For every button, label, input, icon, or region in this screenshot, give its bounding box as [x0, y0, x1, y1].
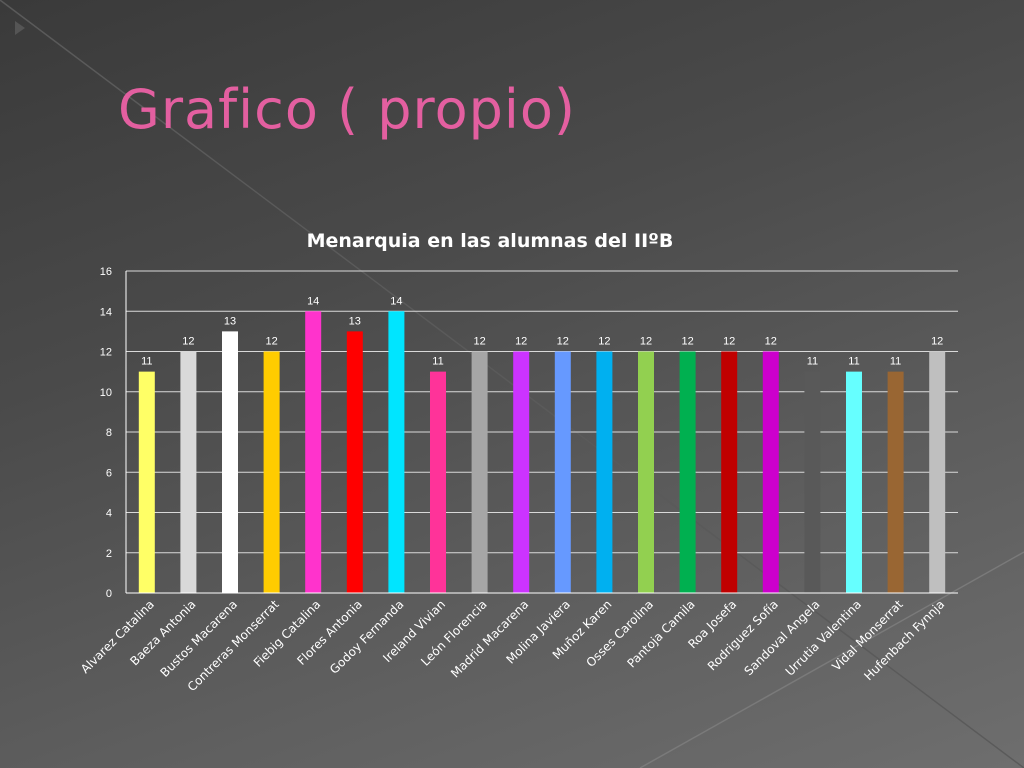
x-tick-label: Hufenbach Fynnja	[861, 597, 947, 683]
bar	[929, 351, 946, 593]
data-label: 11	[141, 356, 152, 368]
bar	[138, 371, 155, 593]
data-labels: 11 12 13 12 14 13 14 11 12 12 12 12 12 12 12 12 11 11 11 12	[141, 295, 943, 367]
x-tick-label: Rodriguez Sofía	[705, 597, 781, 673]
bar	[762, 351, 779, 593]
x-tick-label: Vidal Monserrat	[829, 597, 906, 674]
bar	[471, 351, 488, 593]
bar	[346, 331, 363, 593]
data-label: 11	[432, 356, 443, 368]
bar	[513, 351, 530, 593]
data-label: 12	[765, 336, 777, 348]
bar	[180, 351, 197, 593]
bar	[388, 311, 405, 593]
data-label: 11	[890, 356, 901, 368]
bar	[887, 371, 904, 593]
y-tick-label: 2	[106, 548, 112, 560]
x-tick-label: Madrid Macarena	[448, 597, 531, 680]
x-tick-label: Urrutia Valentina	[783, 597, 864, 678]
y-tick-label: 4	[106, 508, 112, 520]
bar	[846, 371, 862, 593]
data-label: 13	[224, 315, 236, 327]
slide-title: Grafico ( propio)	[118, 78, 576, 141]
data-label: 12	[265, 336, 277, 348]
bar	[222, 331, 238, 593]
y-tick-label: 16	[100, 266, 112, 278]
diagonal-line-2	[639, 551, 1024, 768]
data-label: 12	[473, 336, 485, 348]
y-tick-label: 0	[106, 588, 112, 600]
data-label: 12	[598, 336, 610, 348]
y-tick-label: 12	[100, 347, 112, 359]
data-label: 12	[723, 336, 735, 348]
data-label: 12	[182, 336, 194, 348]
y-tick-label: 10	[100, 387, 112, 399]
bars	[138, 311, 946, 593]
x-tick-label: Bustos Macarena	[157, 597, 240, 680]
bar	[804, 371, 821, 593]
data-label: 11	[848, 356, 859, 368]
data-label: 12	[681, 336, 693, 348]
bar	[554, 351, 571, 593]
x-tick-label: Sandoval Angela	[741, 597, 822, 678]
chart-title: Menarquia en las alumnas del IIºB	[307, 230, 674, 252]
bar	[305, 311, 322, 593]
data-label: 14	[307, 295, 319, 307]
bar	[721, 351, 738, 593]
bar	[638, 351, 654, 593]
x-tick-label: Alvarez Catalina	[78, 597, 157, 676]
y-tick-label: 8	[106, 427, 112, 439]
gridlines	[126, 270, 958, 594]
x-tick-label: Godoy Fernanda	[327, 597, 406, 676]
data-label: 13	[349, 315, 361, 327]
bar	[263, 351, 280, 593]
data-label: 12	[557, 336, 569, 348]
y-tick-label: 6	[106, 467, 112, 479]
data-label: 12	[931, 336, 943, 348]
slide-arrow-icon	[15, 21, 25, 35]
bar	[679, 351, 696, 593]
data-label: 12	[515, 336, 527, 348]
y-tick-label: 14	[100, 306, 112, 318]
data-label: 11	[807, 356, 818, 368]
data-label: 12	[640, 336, 652, 348]
bar	[596, 351, 613, 593]
data-label: 14	[390, 295, 402, 307]
y-axis-ticks: 0 2 4 6 8 10 12 14 16	[100, 266, 112, 600]
bar	[430, 371, 446, 593]
